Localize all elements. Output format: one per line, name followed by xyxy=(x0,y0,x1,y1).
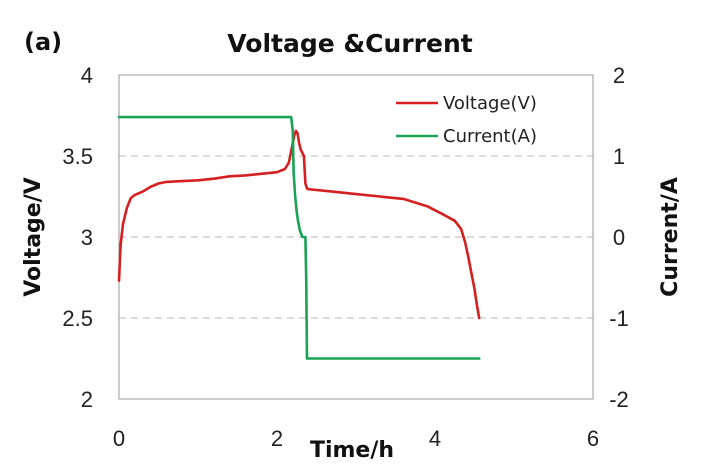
watermark: 搜狐号@元能科技 xyxy=(577,451,697,469)
legend-label-1: Current(A) xyxy=(443,126,537,147)
legend: Voltage(V) Current(A) xyxy=(396,93,537,147)
y2-axis-ticks: -2 -1 0 1 2 xyxy=(609,63,629,412)
y2-tick-label: 2 xyxy=(613,63,625,88)
y2-tick-label: -1 xyxy=(609,306,629,331)
x-tick-label: 4 xyxy=(429,426,441,451)
x-tick-label: 0 xyxy=(113,426,125,451)
series-line-0 xyxy=(117,129,481,320)
x-tick-label: 2 xyxy=(271,426,283,451)
series-lines xyxy=(117,115,481,360)
y-tick-label: 2 xyxy=(81,387,93,412)
y2-axis-label: Current/A xyxy=(658,177,683,297)
series-line-1 xyxy=(117,115,481,360)
x-axis-ticks: 0 2 4 6 xyxy=(113,426,599,451)
x-axis-label: Time/h xyxy=(310,438,394,463)
y2-tick-label: 1 xyxy=(613,144,625,169)
y2-tick-label: 0 xyxy=(613,225,625,250)
y-tick-label: 4 xyxy=(81,63,93,88)
plot-area-frame xyxy=(118,74,594,400)
legend-label-0: Voltage(V) xyxy=(443,93,537,114)
y-axis-ticks: 2 2.5 3 3.5 4 xyxy=(62,63,93,412)
panel-label: (a) xyxy=(24,28,62,56)
x-tick-label: 6 xyxy=(587,426,599,451)
y2-tick-label: -2 xyxy=(609,387,629,412)
y-tick-label: 2.5 xyxy=(62,306,93,331)
y-axis-label: Voltage/V xyxy=(21,177,46,297)
y-tick-label: 3 xyxy=(81,225,93,250)
chart-title: Voltage &Current xyxy=(227,29,472,58)
y-tick-label: 3.5 xyxy=(62,144,93,169)
gridlines xyxy=(119,155,593,319)
